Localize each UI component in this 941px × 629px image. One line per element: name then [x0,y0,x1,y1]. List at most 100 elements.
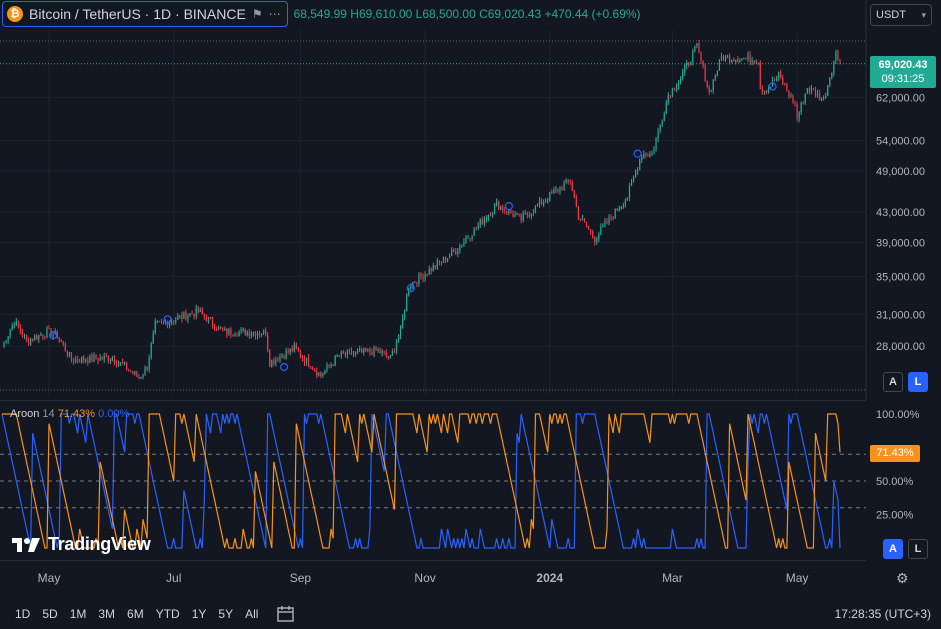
event-marker [406,284,415,293]
candle [115,362,118,365]
more-options-icon[interactable]: ⋯ [268,7,281,21]
candle [598,234,600,240]
range-button-6m[interactable]: 6M [127,606,144,621]
candle [224,328,226,331]
aroon-auto-scale-button[interactable]: A [883,539,903,559]
candle [185,312,187,320]
candle [747,54,749,59]
candle [581,218,584,220]
log-scale-button[interactable]: L [908,372,928,392]
candle [9,330,11,337]
aroon-tick-label: 25.00% [876,510,914,522]
aroon-log-scale-button[interactable]: L [908,539,928,559]
candle [823,97,825,99]
candle [489,214,492,216]
candle [320,372,322,377]
candle [426,274,428,276]
candle [291,348,293,352]
candle [85,360,87,362]
range-button-1m[interactable]: 1M [69,606,87,621]
candle [553,190,555,194]
candle [651,153,653,155]
candle [181,315,183,319]
range-button-1y[interactable]: 1Y [191,606,207,621]
candle [457,250,459,254]
candle [498,201,500,211]
candle [739,60,741,63]
range-button-5y[interactable]: 5Y [218,606,234,621]
range-button-all[interactable]: All [245,606,259,621]
clock-readout[interactable]: 17:28:35 (UTC+3) [834,606,931,621]
range-button-1d[interactable]: 1D [15,606,31,621]
candle [273,360,275,364]
candle [602,225,604,227]
aroon-name[interactable]: Aroon [10,408,40,420]
price-chart[interactable]: 28,000.00 31,000.00 35,000.00 39,000.00 43,0… [0,0,941,400]
gear-icon[interactable]: ⚙ [896,570,909,586]
range-button-5d[interactable]: 5D [42,606,58,621]
candle [21,331,24,337]
candle [659,124,661,131]
candle [410,286,412,289]
candle [543,202,545,205]
candle [724,55,727,61]
candle [440,261,443,263]
candle [318,372,320,376]
candle [790,95,792,97]
candle [242,329,244,331]
candle [105,355,107,357]
auto-scale-button[interactable]: A [883,372,903,392]
candle [757,62,759,64]
candle [152,332,154,344]
candle [565,179,567,184]
symbol-title[interactable]: Bitcoin / TetherUS · 1D · BINANCE [29,6,246,22]
candle [128,370,130,372]
aroon-legend: Aroon 14 71.43% 0.00% [10,408,129,420]
last-price: 69,020.43 [878,58,928,71]
aroon-up-badge: 71.43% [870,445,920,462]
candle [132,371,134,374]
tradingview-watermark: TradingView [12,534,151,555]
candle [765,90,768,94]
candle [769,86,772,89]
candle [465,238,467,242]
candle [177,316,179,320]
candle [70,352,73,361]
candle [561,187,563,190]
candle [246,332,248,336]
candle [585,222,588,227]
candle [491,212,494,216]
candle [354,351,357,354]
candle [645,153,647,156]
candle [825,95,827,98]
candle [798,112,800,119]
candle [336,356,338,358]
candle [269,350,271,367]
candle [516,213,518,215]
candle [461,245,463,247]
candle [260,333,263,335]
aroon-chart[interactable]: 100.00% 50.00% 25.00% [0,400,941,560]
range-button-3m[interactable]: 3M [98,606,116,621]
candle [784,84,786,86]
candle [363,348,365,353]
symbol-search-box[interactable]: ₿ Bitcoin / TetherUS · 1D · BINANCE ⚑ ⋯ [2,1,288,27]
candle [60,339,62,342]
currency-selector[interactable]: USDT ▾ [870,4,932,26]
range-button-ytd[interactable]: YTD [155,606,180,621]
candle [99,357,101,361]
candle [189,313,191,316]
aroon-length: 14 [42,408,55,420]
candle [377,349,379,351]
candle [761,88,763,92]
candle [563,183,565,190]
time-tick-label: May [38,571,61,585]
calendar-icon[interactable] [276,604,296,624]
candle [42,334,44,337]
flag-icon[interactable]: ⚑ [251,7,263,21]
candle [187,315,189,320]
time-axis[interactable]: May Jul Sep Nov 2024 Mar May [0,560,866,596]
candle [802,102,804,104]
bottom-toolbar: 1D 5D 1M 3M 6M YTD 1Y 5Y All 17:28:35 (UTC+3) [0,598,941,629]
candle [600,226,602,235]
